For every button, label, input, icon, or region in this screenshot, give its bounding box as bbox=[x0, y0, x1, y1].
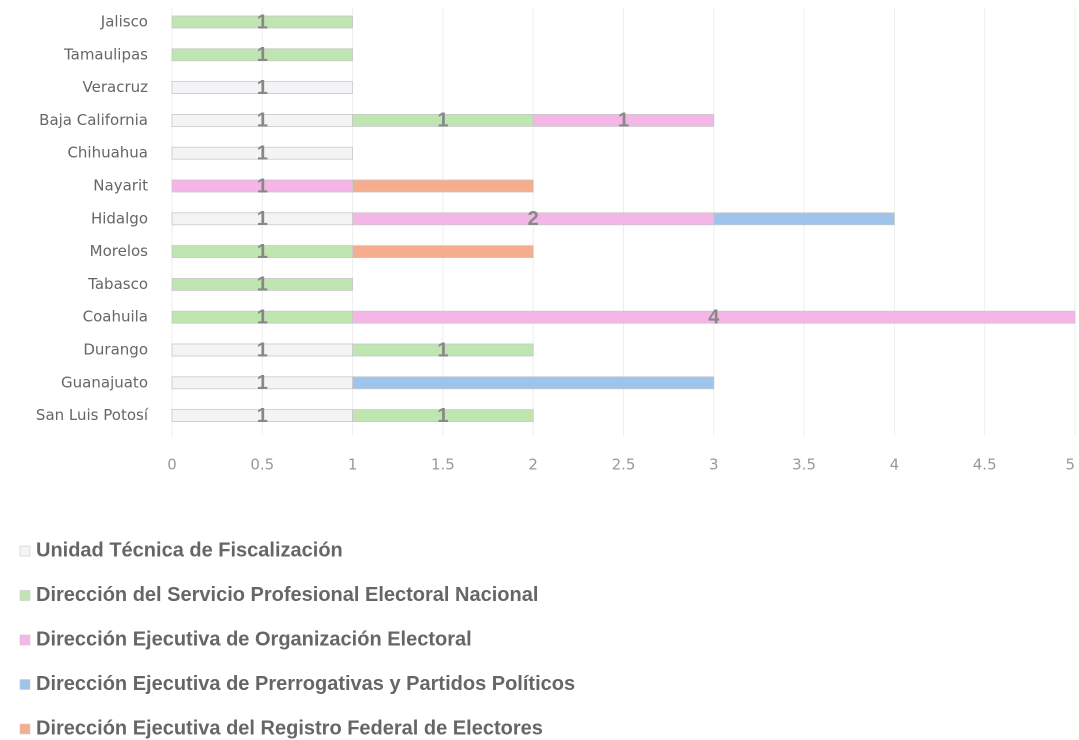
data-label: 1 bbox=[437, 405, 448, 427]
legend-swatch bbox=[19, 679, 31, 690]
data-label: 4 bbox=[708, 306, 720, 328]
x-tick-label: 3.5 bbox=[792, 456, 816, 474]
x-tick-label: 0 bbox=[167, 456, 177, 474]
bar-segment bbox=[713, 212, 895, 226]
data-label: 1 bbox=[257, 175, 268, 197]
data-label: 1 bbox=[257, 77, 268, 99]
data-label: 1 bbox=[257, 142, 268, 164]
data-label: 1 bbox=[437, 339, 448, 361]
data-label: 1 bbox=[257, 110, 268, 132]
data-label: 1 bbox=[257, 11, 268, 33]
x-tick-label: 0.5 bbox=[250, 456, 274, 474]
bar-segment bbox=[532, 114, 715, 127]
legend-swatch bbox=[19, 590, 31, 601]
bar-segment bbox=[352, 376, 715, 390]
x-tick-label: 3 bbox=[709, 456, 719, 474]
y-tick-label: Nayarit bbox=[93, 177, 148, 195]
y-tick-label: Jalisco bbox=[100, 13, 148, 31]
bar-segment bbox=[171, 81, 354, 94]
x-tick-label: 1.5 bbox=[431, 456, 455, 474]
bar-segment bbox=[352, 343, 534, 357]
data-label: 1 bbox=[257, 372, 268, 394]
data-label: 1 bbox=[618, 110, 629, 132]
legend-label: Dirección Ejecutiva de Prerrogativas y P… bbox=[36, 673, 575, 695]
x-tick-label: 2.5 bbox=[612, 456, 636, 474]
bar-segment bbox=[352, 179, 534, 193]
x-tick-label: 4.5 bbox=[973, 456, 997, 474]
x-tick-label: 4 bbox=[890, 456, 900, 474]
bar-segment bbox=[352, 245, 534, 259]
y-tick-label: Tabasco bbox=[87, 275, 148, 293]
bar-segment bbox=[352, 310, 1076, 324]
legend-label: Dirección Ejecutiva de Organización Elec… bbox=[36, 628, 472, 650]
y-tick-label: Durango bbox=[83, 341, 148, 359]
data-label: 1 bbox=[257, 306, 268, 328]
x-tick-label: 5 bbox=[1065, 456, 1075, 474]
legend-swatch bbox=[19, 723, 31, 735]
y-tick-label: Hidalgo bbox=[91, 209, 148, 227]
data-label: 1 bbox=[257, 44, 268, 66]
legend-swatch bbox=[19, 545, 31, 557]
y-tick-label: Coahuila bbox=[83, 308, 148, 326]
x-tick-label: 2 bbox=[528, 456, 538, 474]
y-tick-label: Morelos bbox=[90, 242, 149, 260]
data-label: 1 bbox=[257, 241, 268, 263]
y-tick-label: San Luis Potosí bbox=[36, 406, 149, 424]
legend-label: Dirección Ejecutiva del Registro Federal… bbox=[36, 717, 543, 739]
y-tick-label: Tamaulipas bbox=[63, 45, 148, 63]
y-tick-label: Veracruz bbox=[83, 78, 149, 96]
legend-swatch bbox=[19, 634, 31, 646]
data-label: 1 bbox=[437, 110, 448, 132]
data-label: 1 bbox=[257, 274, 268, 296]
legend-label: Dirección del Servicio Profesional Elect… bbox=[36, 584, 538, 606]
data-label: 2 bbox=[528, 208, 539, 230]
bar-segment bbox=[171, 146, 354, 160]
bar-segment bbox=[171, 48, 354, 62]
y-tick-label: Baja California bbox=[39, 111, 148, 129]
bar-segment bbox=[171, 277, 354, 291]
data-label: 1 bbox=[257, 405, 268, 427]
legend-label: Unidad Técnica de Fiscalización bbox=[36, 539, 343, 561]
bar-segment bbox=[171, 15, 354, 29]
y-tick-label: Guanajuato bbox=[61, 373, 148, 391]
y-tick-label: Chihuahua bbox=[67, 144, 148, 162]
data-label: 1 bbox=[257, 208, 268, 230]
x-tick-label: 1 bbox=[348, 456, 358, 474]
data-label: 1 bbox=[257, 339, 268, 361]
bar-segment bbox=[352, 409, 534, 423]
